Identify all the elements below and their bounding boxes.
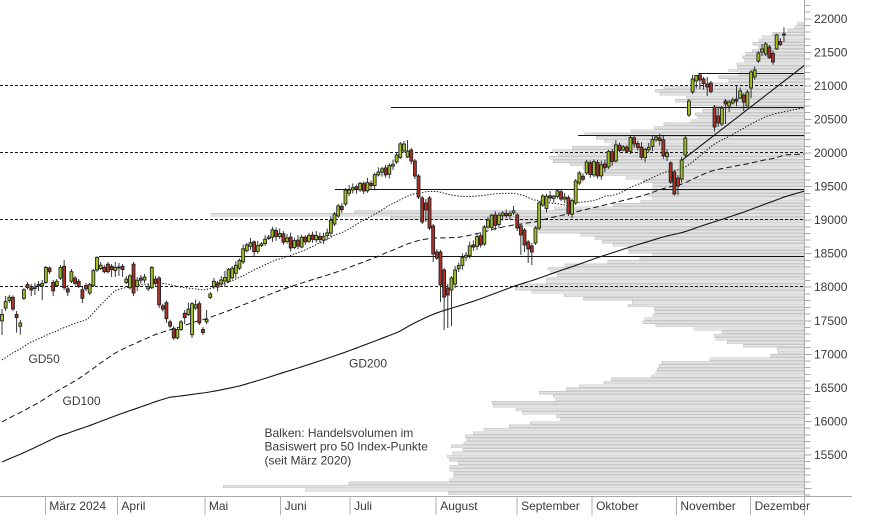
- svg-text:April: April: [121, 499, 145, 513]
- svg-text:Balken: Handelsvolumen im: Balken: Handelsvolumen im: [265, 426, 414, 440]
- svg-text:18500: 18500: [814, 247, 848, 261]
- svg-text:GD100: GD100: [63, 394, 101, 408]
- svg-text:Juli: Juli: [354, 499, 372, 513]
- svg-text:21500: 21500: [814, 45, 848, 59]
- svg-text:August: August: [440, 499, 478, 513]
- svg-text:15500: 15500: [814, 448, 848, 462]
- svg-text:November: November: [680, 499, 735, 513]
- svg-text:Dezember: Dezember: [755, 499, 810, 513]
- svg-text:21000: 21000: [814, 79, 848, 93]
- svg-text:19000: 19000: [814, 213, 848, 227]
- svg-text:17000: 17000: [814, 347, 848, 361]
- svg-text:16000: 16000: [814, 414, 848, 428]
- svg-text:20500: 20500: [814, 112, 848, 126]
- svg-text:22000: 22000: [814, 12, 848, 26]
- svg-text:Mai: Mai: [209, 499, 228, 513]
- svg-text:16500: 16500: [814, 381, 848, 395]
- svg-text:GD200: GD200: [349, 357, 387, 371]
- svg-text:19500: 19500: [814, 180, 848, 194]
- svg-text:18000: 18000: [814, 280, 848, 294]
- svg-text:Oktober: Oktober: [596, 499, 639, 513]
- svg-text:20000: 20000: [814, 146, 848, 160]
- svg-text:Basiswert pro 50 Index-Punkte: Basiswert pro 50 Index-Punkte: [265, 440, 429, 454]
- svg-text:(seit März 2020): (seit März 2020): [265, 453, 352, 467]
- svg-text:Juni: Juni: [285, 499, 307, 513]
- svg-text:GD50: GD50: [28, 352, 60, 366]
- svg-text:März 2024: März 2024: [49, 499, 106, 513]
- svg-text:17500: 17500: [814, 314, 848, 328]
- svg-text:September: September: [521, 499, 580, 513]
